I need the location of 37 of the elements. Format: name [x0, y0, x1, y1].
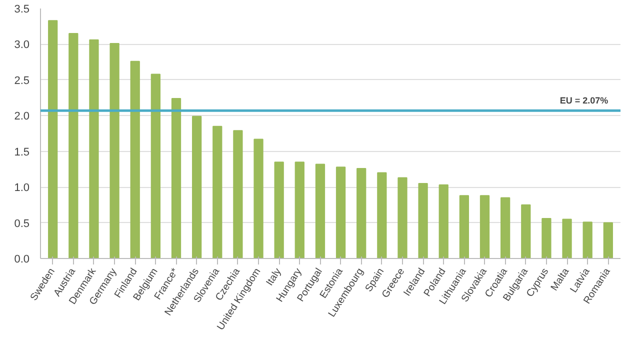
bar: [603, 222, 613, 258]
bar: [130, 60, 140, 258]
bar: [171, 98, 182, 258]
bar: [110, 43, 120, 258]
bar: [89, 39, 99, 258]
bar: [274, 162, 284, 258]
bar: [68, 33, 78, 258]
y-tick-label: 1.5: [14, 146, 30, 158]
bar: [418, 183, 428, 258]
bar: [480, 195, 490, 258]
bar: [459, 195, 470, 258]
y-tick-label: 2.5: [14, 74, 30, 87]
y-tick-label: 0.5: [14, 218, 30, 230]
bar: [398, 177, 408, 258]
bar: [233, 130, 243, 258]
bar: [192, 116, 202, 258]
ref-line-label: EU = 2.07%: [560, 96, 608, 106]
bar: [500, 197, 510, 258]
bar: [294, 162, 304, 258]
y-tick-label: 3.5: [14, 4, 30, 16]
bar: [377, 172, 387, 258]
y-tick-label: 2.0: [14, 110, 30, 123]
bar: [438, 184, 448, 258]
bar: [315, 164, 326, 258]
bar: [336, 166, 346, 258]
bar: [212, 126, 222, 258]
y-tick-label: 0.0: [14, 254, 30, 266]
y-tick-label: 1.0: [14, 182, 30, 194]
bar: [48, 20, 58, 258]
bar: [521, 204, 531, 258]
bar: [356, 168, 366, 258]
bar: [582, 222, 592, 258]
bar: [150, 74, 160, 258]
y-tick-label: 3.0: [14, 39, 30, 52]
bar: [562, 218, 572, 258]
bar: [542, 218, 552, 258]
bar: [254, 138, 264, 258]
